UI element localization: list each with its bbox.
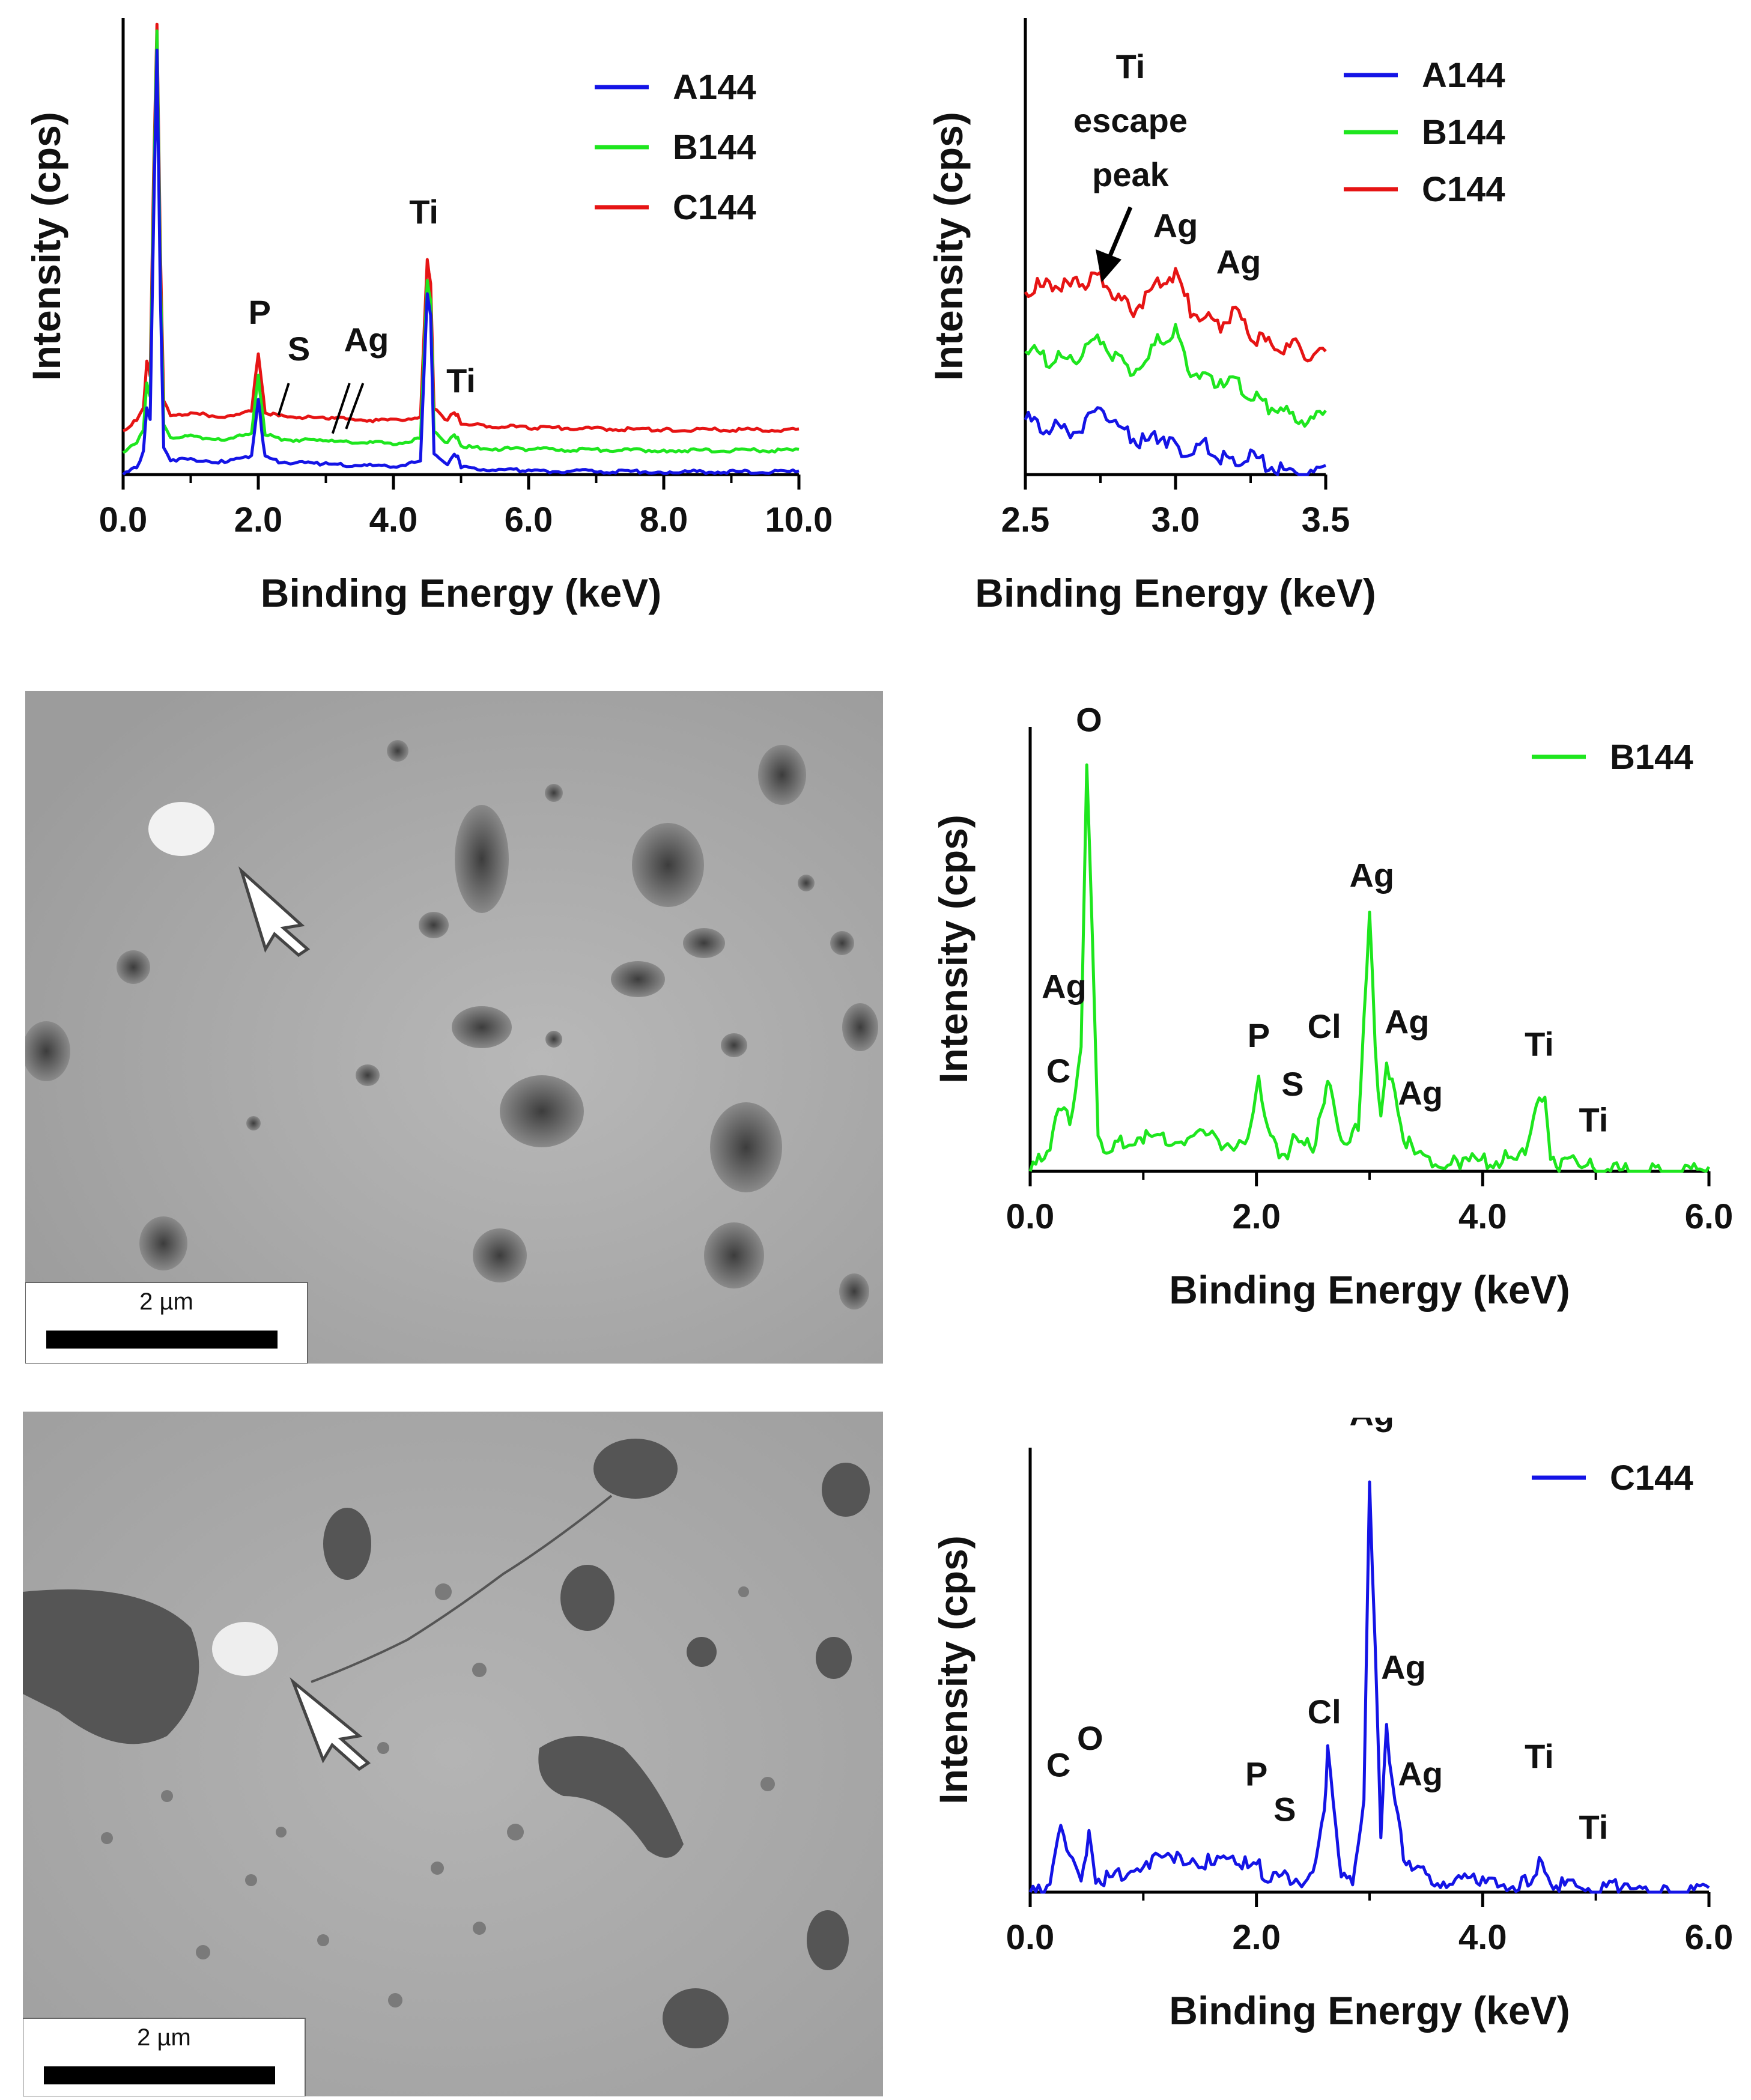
x-axis-label: Binding Energy (keV) xyxy=(261,571,661,615)
x-tick-label: 3.0 xyxy=(1152,500,1200,539)
peak-label: S xyxy=(1273,1791,1296,1828)
x-tick-label: 4.0 xyxy=(1458,1197,1507,1236)
peak-label: Ag xyxy=(1398,1074,1443,1112)
scale-bar-box xyxy=(25,1282,308,1364)
label-leader xyxy=(277,383,290,416)
series-line-a144 xyxy=(122,48,800,476)
x-tick-label: 0.0 xyxy=(1006,1197,1055,1236)
x-tick-label: 4.0 xyxy=(1458,1918,1507,1957)
arrow-pointer-icon xyxy=(290,1677,371,1771)
x-tick-label: 2.0 xyxy=(1232,1918,1281,1957)
y-axis-label: Intensity (cps) xyxy=(931,1535,976,1804)
label-leader xyxy=(345,383,365,429)
scale-bar xyxy=(46,1331,278,1349)
series-line-c144 xyxy=(1028,1480,1710,1894)
peak-label: Ti xyxy=(1525,1737,1554,1775)
x-tick-label: 0.0 xyxy=(99,500,148,539)
legend-label: C144 xyxy=(1422,170,1505,209)
legend-label: B144 xyxy=(1610,738,1693,777)
silver-particle xyxy=(148,802,214,856)
x-axis-label: Binding Energy (keV) xyxy=(975,571,1376,615)
y-axis-label: Intensity (cps) xyxy=(931,815,976,1083)
peak-label: O xyxy=(1076,700,1102,738)
sem-micrograph xyxy=(25,691,883,1364)
y-axis-label: Intensity (cps) xyxy=(926,112,971,380)
series-line-a144 xyxy=(1024,406,1326,476)
scale-bar xyxy=(44,2066,275,2084)
legend-label: B144 xyxy=(673,128,756,167)
x-tick-label: 2.5 xyxy=(1001,500,1050,539)
peak-label: O xyxy=(1077,1719,1103,1757)
x-tick-label: 8.0 xyxy=(640,500,688,539)
peak-label: Cl xyxy=(1308,1007,1341,1045)
series-line-b144 xyxy=(1028,763,1711,1173)
x-tick-label: 10.0 xyxy=(765,500,833,539)
series-line-c144 xyxy=(123,22,800,433)
legend-label: A144 xyxy=(673,68,756,107)
sem-image-b144: 2 µm xyxy=(25,691,883,1364)
x-tick-label: 6.0 xyxy=(1685,1197,1734,1236)
peak-label: P xyxy=(249,293,271,331)
peak-label: Ti xyxy=(1579,1100,1609,1138)
series-line-b144 xyxy=(122,29,800,454)
c144-spectrum-chart: 0.0 2.0 4.0 6.0 Binding Energy (keV) Intensit… xyxy=(931,1418,1734,2033)
callout-arrow-icon xyxy=(1104,206,1133,266)
scale-bar-label: 2 µm xyxy=(137,2024,191,2051)
x-tick-label: 2.0 xyxy=(1232,1197,1281,1236)
peak-label: Ag xyxy=(1153,207,1198,244)
sem-image-c144: 2 µm xyxy=(23,1412,883,2096)
overview-spectrum-chart: 0.0 2.0 4.0 6.0 8.0 10.0 Binding Energy (keV) I… xyxy=(24,18,833,615)
peak-label: Ti xyxy=(409,193,439,231)
peak-label: S xyxy=(288,330,310,368)
peak-label: C xyxy=(1046,1746,1070,1784)
legend-label: C144 xyxy=(1610,1458,1693,1498)
x-tick-label: 3.5 xyxy=(1302,500,1350,539)
peak-label: Ag xyxy=(1381,1648,1426,1686)
callout-arrowhead-icon xyxy=(1096,249,1121,282)
arrow-pointer-icon xyxy=(238,866,311,957)
y-axis-label: Intensity (cps) xyxy=(24,112,68,380)
series-line-b144 xyxy=(1024,323,1327,428)
silver-particle xyxy=(212,1622,278,1676)
callout-label: escape xyxy=(1073,102,1188,139)
peak-label: Ag xyxy=(1042,967,1087,1005)
x-tick-label: 6.0 xyxy=(1685,1918,1734,1957)
x-axis-label: Binding Energy (keV) xyxy=(1169,1267,1570,1312)
peak-label: Cl xyxy=(1308,1693,1341,1731)
scale-bar-label: 2 µm xyxy=(139,1288,193,1315)
legend-label: A144 xyxy=(1422,56,1505,95)
x-tick-label: 4.0 xyxy=(369,500,418,539)
b144-spectrum-chart: 0.0 2.0 4.0 6.0 Binding Energy (keV) Intensit… xyxy=(931,700,1734,1312)
peak-label: Ti xyxy=(446,362,476,399)
peak-label: Ag xyxy=(1385,1003,1430,1041)
peak-label: Ag xyxy=(1349,1418,1394,1433)
x-axis-label: Binding Energy (keV) xyxy=(1169,1988,1570,2033)
x-tick-label: 6.0 xyxy=(505,500,553,539)
peak-label: S xyxy=(1281,1065,1303,1103)
callout-label: Ti xyxy=(1116,47,1146,85)
peak-label: Ti xyxy=(1579,1808,1609,1846)
series-line-c144 xyxy=(1024,267,1327,363)
peak-label: Ag xyxy=(1398,1755,1443,1792)
legend-label: B144 xyxy=(1422,113,1505,152)
peak-label: Ag xyxy=(1216,243,1261,281)
callout-label: peak xyxy=(1092,156,1169,193)
peak-label: Ag xyxy=(1349,856,1394,894)
sem-micrograph xyxy=(23,1412,883,2096)
x-tick-label: 0.0 xyxy=(1006,1918,1055,1957)
x-tick-label: 2.0 xyxy=(234,500,283,539)
zoom-spectrum-chart: 2.5 3.0 3.5 Binding Energy (keV) Intensity (… xyxy=(926,18,1505,615)
label-leader xyxy=(331,383,351,434)
legend-label: C144 xyxy=(673,188,756,227)
peak-label: Ti xyxy=(1525,1025,1554,1063)
peak-label: P xyxy=(1245,1755,1267,1792)
peak-label: Ag xyxy=(344,321,389,359)
peak-label: P xyxy=(1248,1016,1270,1054)
peak-label: C xyxy=(1046,1052,1070,1090)
